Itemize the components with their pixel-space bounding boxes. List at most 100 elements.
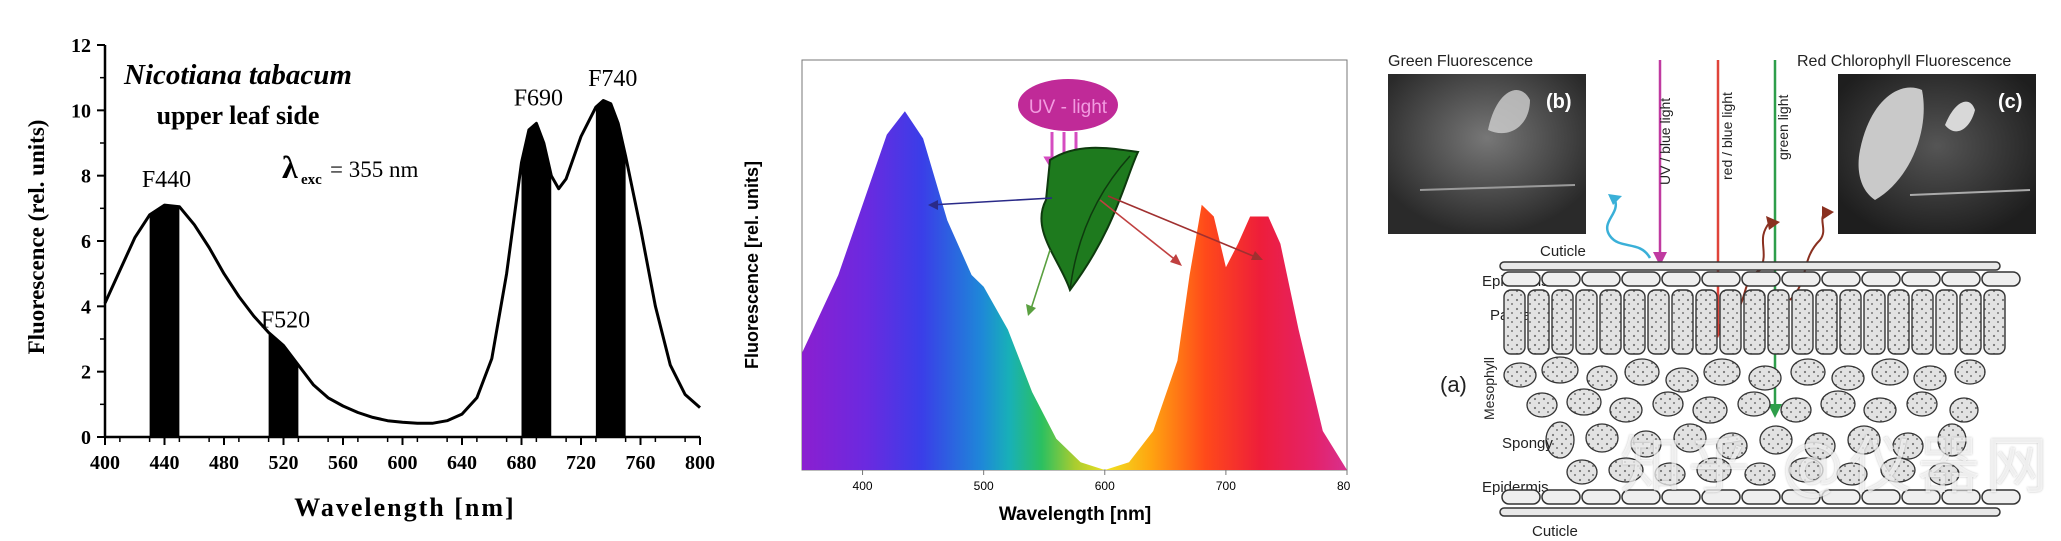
x-tick-label: 640	[447, 452, 477, 474]
x-tick-label: 520	[269, 452, 299, 474]
spongy-cell	[1586, 365, 1618, 391]
spongy-cell	[1665, 367, 1699, 393]
band-label: F440	[142, 167, 191, 193]
leaf-cross-section-diagram: Green Fluorescence Red Chlorophyll Fluor…	[1388, 53, 2036, 540]
epidermis-cell	[1661, 489, 1701, 505]
green-light-label: green light	[1775, 95, 1791, 160]
spongy-cell	[1566, 459, 1598, 485]
epidermis-bottom-cells	[1501, 489, 2021, 505]
x-tick-label: 560	[328, 452, 358, 474]
y-tick-label: 8	[81, 166, 91, 188]
spongy-cell	[1737, 391, 1771, 417]
spectrum-chart: 400500600700800 UV - light Wavel	[742, 59, 1350, 525]
spongy-cell	[1608, 457, 1644, 483]
palisade-cell	[1527, 289, 1550, 355]
spongy-cell	[1585, 423, 1619, 453]
x-tick-label: 400	[90, 452, 120, 474]
palisade-cell	[1767, 289, 1790, 355]
leaf-glow-b	[1488, 90, 1530, 134]
spongy-cell	[1928, 462, 1960, 486]
epidermis-cell	[1821, 489, 1861, 505]
epidermis-cell	[1781, 489, 1821, 505]
palisade-cell	[1887, 289, 1910, 355]
spongy-cell	[1526, 392, 1558, 418]
axes-layer: 400 500 600 700 800	[853, 470, 1350, 493]
band-f740	[595, 100, 626, 438]
x-axis-label: Wavelength [nm]	[294, 493, 515, 522]
palisade-cell	[1743, 289, 1766, 355]
x-tick-label: 440	[150, 452, 180, 474]
watermark-text: 知乎 @仪器网	[1620, 429, 2054, 502]
spongy-cell	[1654, 462, 1686, 486]
x-tick-label: 600	[388, 452, 418, 474]
inset-c-label: (c)	[1998, 91, 2022, 113]
excitation-symbol: λ	[282, 149, 298, 185]
spongy-cell	[1913, 365, 1947, 391]
spongy-cell	[1503, 362, 1537, 388]
epidermis-cell	[1621, 489, 1661, 505]
red-fluorescence-title: Red Chlorophyll Fluorescence	[1797, 53, 2011, 70]
spongy-cell	[1892, 432, 1924, 460]
palisade-cell	[1839, 289, 1862, 355]
x-tick-label: 600	[1095, 479, 1115, 493]
leaf-vein	[1069, 155, 1131, 291]
leaf-glow-c	[1858, 87, 1924, 200]
spongy-cell	[1836, 462, 1868, 486]
palisade-cell	[1983, 289, 2006, 355]
spongy-cell	[1545, 421, 1575, 459]
palisade-cell	[1623, 289, 1646, 355]
x-tick-label: 700	[1216, 479, 1236, 493]
epidermis-cell	[1581, 489, 1621, 505]
y-tick-label: 6	[81, 231, 91, 253]
chart-subtitle: upper leaf side	[157, 101, 320, 130]
epidermis-cell	[1541, 271, 1581, 287]
x-tick-label: 720	[566, 452, 596, 474]
epidermis-cell	[1701, 271, 1741, 287]
x-tick-label: 760	[626, 452, 656, 474]
band-f440	[149, 205, 180, 437]
spongy-cell	[1630, 430, 1662, 458]
epidermis-cell	[1981, 271, 2021, 287]
palisade-cell	[1599, 289, 1622, 355]
band-f520	[268, 332, 299, 437]
leaf-illustration: UV - light	[928, 79, 1263, 316]
palisade-cell	[1791, 289, 1814, 355]
epidermis-cell	[1941, 489, 1981, 505]
green-light-arrowhead	[1768, 404, 1782, 418]
spongy-cell	[1673, 423, 1707, 453]
epidermis-cell	[1901, 489, 1941, 505]
stem-b	[1419, 184, 1576, 191]
spongy-cell	[1541, 356, 1579, 384]
band-f690	[521, 123, 552, 438]
spongy-cell	[1692, 396, 1728, 424]
epidermis-cell	[1901, 271, 1941, 287]
spectrum-area-layer	[802, 111, 1347, 470]
palisade-cell	[1815, 289, 1838, 355]
palisade-cell	[1695, 289, 1718, 355]
spongy-cell	[1820, 390, 1856, 418]
layer-spongy: Spongy	[1502, 435, 1553, 452]
series-line	[103, 99, 701, 425]
epidermis-cell	[1861, 489, 1901, 505]
inset-b-image	[1388, 74, 1586, 234]
spongy-cell	[1790, 358, 1826, 386]
palisade-cell	[1503, 289, 1526, 355]
axes-layer: 400 440 480 520 560 600 640 680 720 760 800 0 2 4 6 8 10…	[71, 35, 715, 474]
curve-layer	[103, 99, 701, 425]
palisade-cell	[1671, 289, 1694, 355]
green-emission-path	[1606, 199, 1652, 259]
spongy-cell	[1788, 457, 1824, 483]
y-axis-label: Fluorescence (rel. units)	[24, 120, 49, 355]
spongy-cell	[1906, 391, 1938, 417]
spongy-cell	[1847, 425, 1881, 455]
layer-cuticle-bottom: Cuticle	[1532, 523, 1578, 540]
cuticle-bottom	[1499, 507, 2001, 517]
uv-light-bubble	[1018, 79, 1118, 131]
uv-blue-label: UV / blue light	[1657, 98, 1673, 185]
band-label: F740	[588, 66, 637, 92]
spongy-cell	[1863, 397, 1897, 423]
red-emission-arrowhead-2	[1822, 206, 1834, 220]
x-tick-label: 800	[685, 452, 715, 474]
red-emission-path-2	[1789, 211, 1826, 301]
excitation-value: = 355 nm	[330, 157, 418, 182]
